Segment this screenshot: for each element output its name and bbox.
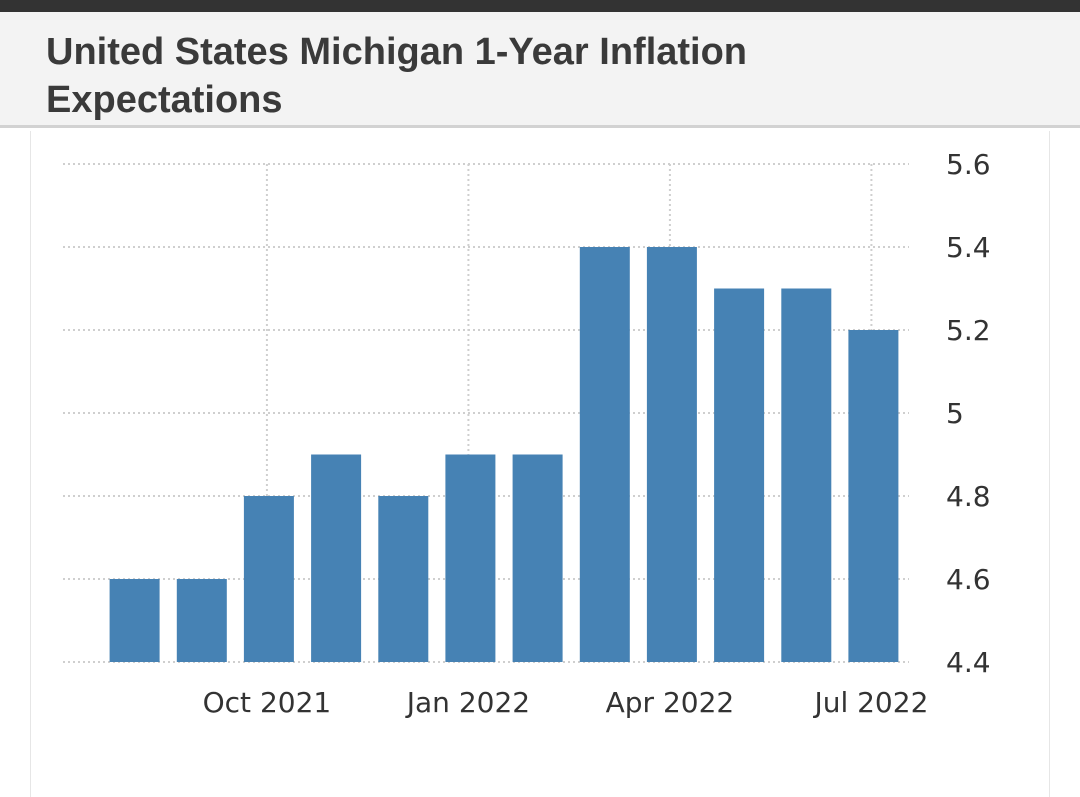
y-tick-label: 4.4 [946,646,991,679]
bar-mar-2022[interactable] [579,247,630,662]
bar-nov-2021[interactable] [311,454,362,663]
chart-title: United States Michigan 1-Year Inflation … [46,31,748,121]
chart-header: United States Michigan 1-Year Inflation … [0,12,1080,128]
y-tick-label: 4.6 [946,563,991,596]
x-tick-label: Jul 2022 [812,686,928,719]
y-axis-ticks: 5.6 5.4 5.2 5 4.8 4.6 4.4 [946,148,991,679]
bar-feb-2022[interactable] [512,454,563,663]
x-tick-label: Oct 2021 [203,686,332,719]
bar-jul-2022[interactable] [848,330,899,662]
top-status-bar [0,0,1080,12]
bar-apr-2022[interactable] [646,247,697,662]
bar-oct-2021[interactable] [243,496,294,662]
bars [109,247,899,663]
bar-jun-2022[interactable] [781,288,832,663]
bar-chart: 5.6 5.4 5.2 5 4.8 4.6 4.4 Oct 2021 Jan 2022 Apr … [63,148,991,719]
y-tick-label: 5.4 [946,231,991,264]
bar-jan-2022[interactable] [445,454,496,663]
x-tick-label: Apr 2022 [606,686,735,719]
bar-dec-2021[interactable] [378,496,429,662]
bar-sep-2021[interactable] [176,579,227,662]
x-tick-label: Jan 2022 [405,686,530,719]
x-axis-ticks: Oct 2021 Jan 2022 Apr 2022 Jul 2022 [203,686,929,719]
y-tick-label: 4.8 [946,480,991,513]
bar-aug-2021[interactable] [109,579,160,662]
y-tick-label: 5.2 [946,314,991,347]
y-tick-label: 5.6 [946,148,991,181]
y-tick-label: 5 [946,397,964,430]
chart-panel: 5.6 5.4 5.2 5 4.8 4.6 4.4 Oct 2021 Jan 2022 Apr … [30,131,1050,797]
bar-may-2022[interactable] [714,288,765,663]
